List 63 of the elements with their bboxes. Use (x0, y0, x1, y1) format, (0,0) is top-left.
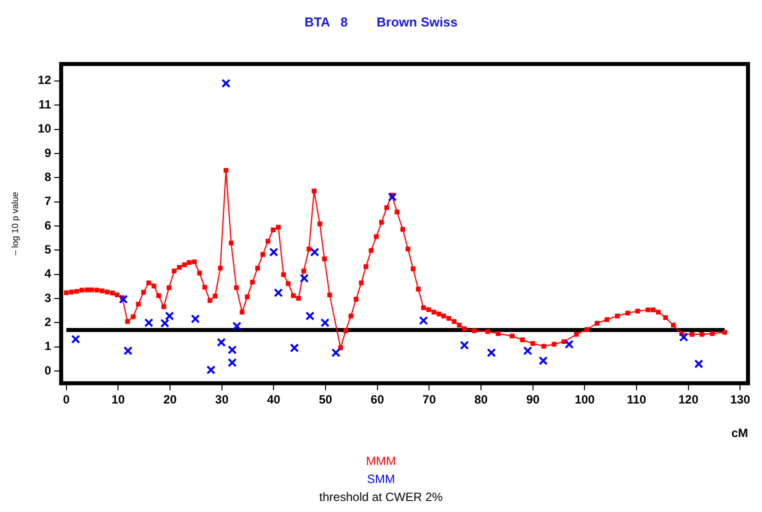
point (320, 318, 330, 328)
point (460, 340, 469, 350)
point (228, 345, 237, 354)
point (71, 334, 80, 344)
x-tick-label: 120 (678, 392, 699, 407)
text: threshold at CWER 2% (318, 489, 444, 506)
text: SMM (366, 471, 396, 488)
x-tick-label: 80 (474, 392, 488, 407)
y-tick-label: 5 (44, 242, 52, 257)
point (418, 316, 428, 326)
point (388, 192, 397, 202)
x-tick-label: 60 (370, 392, 384, 407)
point (206, 365, 216, 374)
point (486, 348, 496, 358)
chart-title: BTA 8 Brown Swiss (304, 14, 458, 30)
y-tick-label: 12 (38, 73, 52, 88)
y-tick-label: 0 (44, 363, 52, 378)
y-tick-label: 3 (44, 290, 52, 305)
point (144, 318, 154, 328)
x-tick-label: 110 (626, 392, 647, 407)
point (164, 311, 174, 321)
point (538, 356, 548, 366)
point (274, 288, 283, 298)
x-tick-label: 30 (215, 392, 229, 407)
x-tick-label: 20 (163, 392, 177, 407)
point (232, 322, 242, 331)
point (123, 346, 133, 356)
point (331, 348, 340, 358)
y-tick-label: 10 (38, 122, 52, 136)
point (679, 332, 688, 342)
x-tick-label: 0 (62, 392, 70, 407)
y-tick-label: 6 (44, 218, 52, 232)
x-tick-label: 100 (574, 392, 596, 407)
y-tick-label: 8 (44, 170, 52, 184)
point (305, 311, 315, 321)
point (290, 343, 299, 352)
text: MMM (365, 453, 397, 470)
x-tick-label: 70 (422, 392, 436, 407)
y-axis-title: – log 10 p value (10, 192, 20, 256)
y-tick-label: 9 (44, 146, 52, 160)
point (190, 314, 200, 324)
point (221, 78, 231, 88)
point (216, 338, 226, 347)
y-tick-label: 2 (44, 315, 52, 330)
point (269, 248, 278, 257)
point (228, 358, 237, 368)
x-tick-label: 40 (267, 392, 281, 407)
point (310, 248, 320, 257)
point (118, 294, 128, 304)
point (564, 340, 574, 349)
y-tick-label: 4 (44, 266, 52, 281)
y-tick-label: 7 (44, 194, 52, 208)
x-tick-label: 50 (318, 392, 333, 407)
x-axis-title: cM (731, 426, 748, 440)
y-tick-label: 11 (38, 97, 52, 112)
x-tick-label: 130 (730, 392, 751, 407)
y-tick-label: 1 (44, 339, 52, 354)
point (300, 274, 309, 283)
x-tick-label: 90 (526, 392, 540, 407)
point (694, 359, 704, 368)
x-tick-label: 10 (111, 392, 126, 407)
point (523, 346, 532, 356)
point (160, 318, 170, 328)
